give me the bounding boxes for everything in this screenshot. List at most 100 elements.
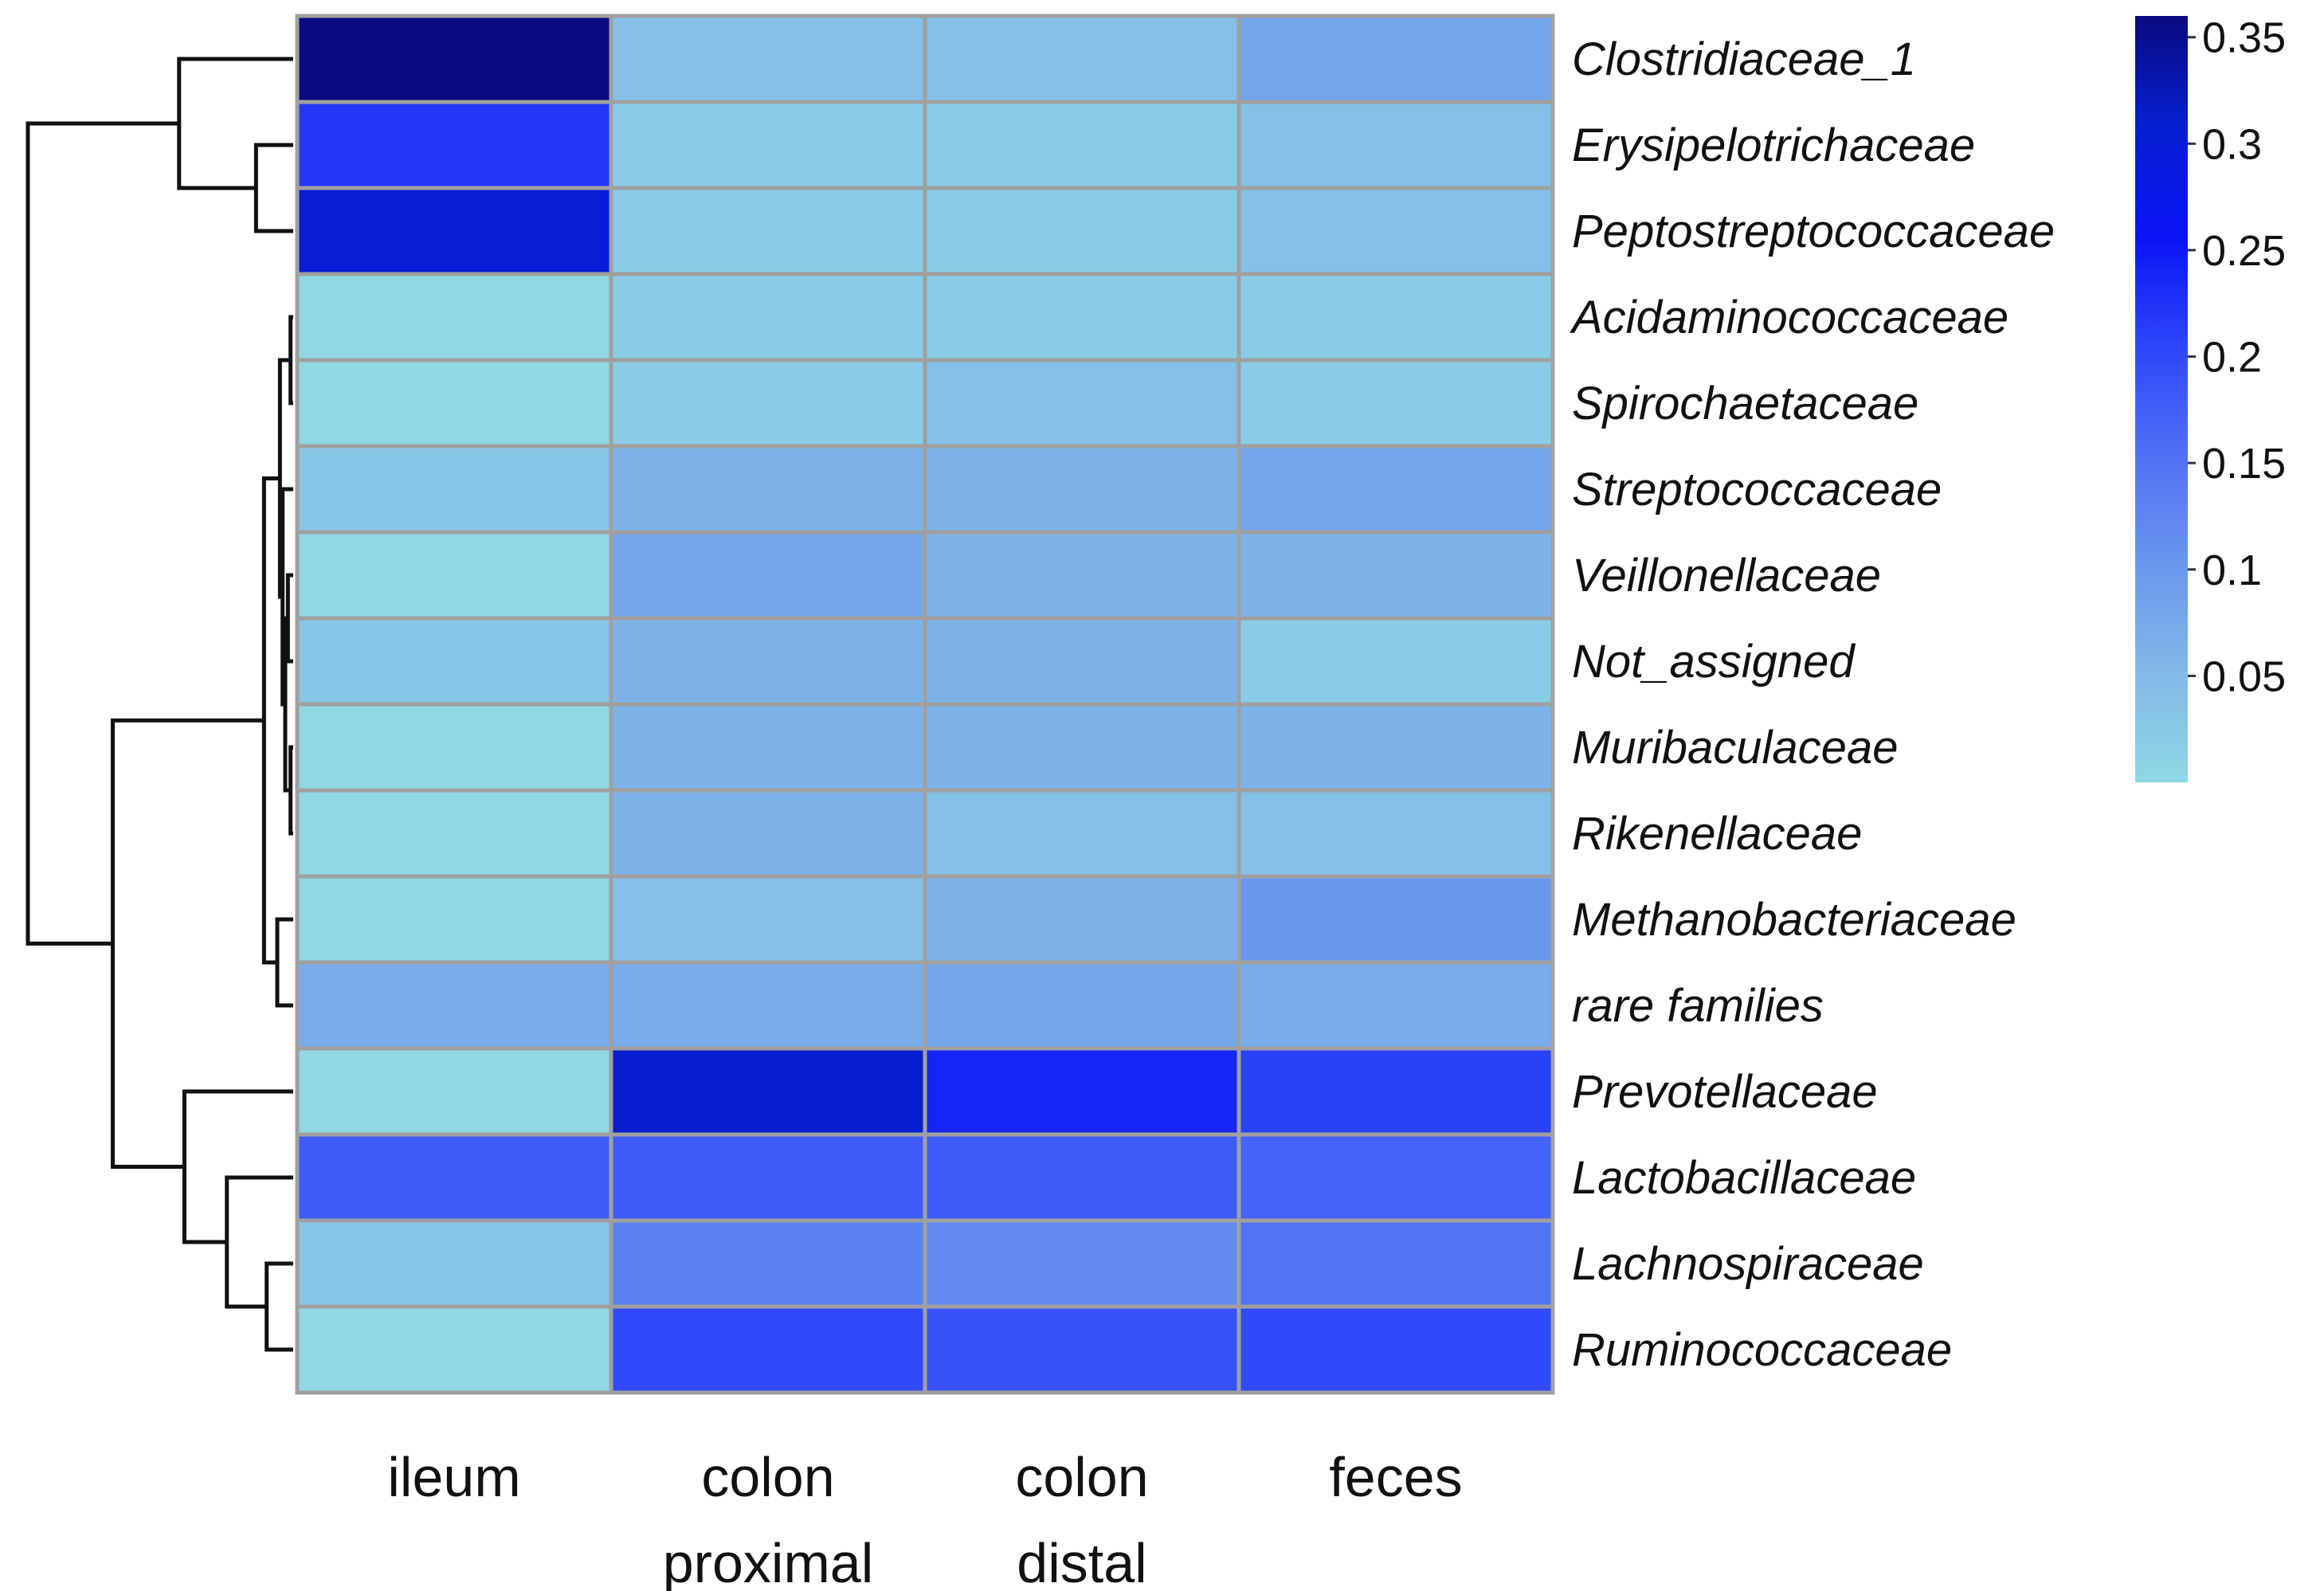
heatmap-cell: [295, 100, 613, 190]
dendrogram-branch: [225, 1175, 293, 1309]
colorbar-tick-label: 0.35: [2202, 14, 2286, 62]
heatmap-cell: [923, 1132, 1241, 1223]
heatmap-cell: [295, 1046, 613, 1137]
heatmap-cells: [295, 14, 1555, 1395]
colorbar-tick-label: 0.15: [2202, 440, 2286, 488]
heatmap-cell: [1236, 272, 1555, 362]
heatmap-cell: [609, 702, 927, 793]
heatmap-cell: [295, 874, 613, 965]
heatmap-cell: [923, 1046, 1241, 1137]
column-label: colon: [701, 1446, 834, 1508]
heatmap-cell: [295, 358, 613, 449]
column-label: feces: [1329, 1446, 1462, 1508]
colorbar-tick-label: 0.05: [2202, 652, 2286, 700]
heatmap-cell: [295, 960, 613, 1051]
heatmap-cell: [923, 616, 1241, 707]
heatmap-cell: [609, 444, 927, 535]
dendrogram-branch: [177, 57, 293, 190]
heatmap-cell: [609, 1046, 927, 1137]
row-label: Acidaminococcaceae: [1570, 292, 2009, 343]
heatmap-cell: [1236, 530, 1555, 621]
heatmap-cell: [923, 444, 1241, 535]
heatmap-cell: [609, 874, 927, 965]
heatmap-cell: [609, 186, 927, 276]
heatmap-cell: [1236, 358, 1555, 449]
heatmap-cell: [1236, 1304, 1555, 1395]
heatmap-cell: [295, 530, 613, 621]
heatmap-cell: [923, 272, 1241, 362]
heatmap-cell: [923, 788, 1241, 879]
row-label: Muribaculaceae: [1572, 722, 1898, 774]
row-label: Erysipelotrichaceae: [1572, 120, 1975, 171]
heatmap-cell: [609, 100, 927, 190]
colorbar-tick-label: 0.25: [2202, 227, 2286, 275]
row-dendrogram: [25, 57, 293, 1352]
heatmap-cell: [1236, 186, 1555, 276]
heatmap-cell: [295, 1132, 613, 1223]
column-label: ileum: [387, 1446, 520, 1508]
row-label: Lachnospiraceae: [1572, 1238, 1924, 1290]
row-label: Methanobacteriaceae: [1572, 894, 2016, 946]
dendrogram-branch: [275, 917, 293, 1008]
heatmap-cell: [923, 874, 1241, 965]
heatmap-cell: [295, 1218, 613, 1309]
heatmap-cell: [923, 1304, 1241, 1395]
heatmap-cell: [1236, 444, 1555, 535]
heatmap-cell: [1236, 960, 1555, 1051]
row-label: Clostridiaceae_1: [1572, 33, 1916, 85]
dendrogram-branch: [111, 718, 265, 1169]
heatmap-cell: [923, 100, 1241, 190]
row-label: Lactobacillaceae: [1572, 1152, 1916, 1204]
heatmap-cell: [609, 530, 927, 621]
heatmap-cell: [295, 616, 613, 707]
column-label: colon: [1015, 1446, 1148, 1508]
column-label-line2: distal: [1017, 1532, 1146, 1591]
heatmap-cell: [295, 702, 613, 793]
heatmap-cell: [609, 616, 927, 707]
dendrogram-branch: [285, 573, 293, 664]
dendrogram-branch: [261, 476, 280, 965]
heatmap-cell: [1236, 100, 1555, 190]
colorbar-tick-label: 0.2: [2202, 334, 2262, 382]
row-label: Spirochaetaceae: [1572, 378, 1918, 429]
heatmap-cell: [609, 358, 927, 449]
heatmap-cell: [609, 960, 927, 1051]
row-label: Prevotellaceae: [1572, 1066, 1878, 1118]
heatmap-cell: [923, 960, 1241, 1051]
heatmap-cell: [295, 14, 613, 104]
colorbar: 0.05 0.1 0.15 0.2 0.25 0.3 0.35: [2135, 14, 2286, 782]
heatmap-cell: [609, 1218, 927, 1309]
dendrogram-branch: [288, 745, 293, 836]
heatmap-cell: [1236, 702, 1555, 793]
heatmap-cell: [923, 358, 1241, 449]
colorbar-tick-label: 0.3: [2202, 120, 2262, 168]
dendrogram-branch: [265, 1261, 293, 1352]
heatmap-cell: [609, 1304, 927, 1395]
heatmap-cell: [923, 530, 1241, 621]
heatmap-cell: [295, 186, 613, 276]
row-label: Ruminococcaceae: [1572, 1324, 1952, 1376]
dendrogram-branch: [288, 315, 293, 406]
heatmap-cell: [923, 1218, 1241, 1309]
heatmap-cell: [1236, 1218, 1555, 1309]
heatmap-cell: [1236, 616, 1555, 707]
dendrogram-branch: [25, 121, 179, 946]
dendrogram-branch: [253, 143, 293, 233]
heatmap-cell: [1236, 14, 1555, 104]
dendrogram-branch: [182, 1089, 293, 1244]
row-label: Streptococcaceae: [1572, 464, 1942, 515]
heatmap-cell: [295, 272, 613, 362]
heatmap-cell: [609, 14, 927, 104]
row-label: Rikenellaceae: [1572, 808, 1862, 860]
heatmap-cell: [1236, 1046, 1555, 1137]
heatmap-cell: [609, 272, 927, 362]
column-labels: ileum colon proximal colon distal feces: [387, 1446, 1462, 1591]
heatmap-cell: [923, 186, 1241, 276]
row-label: Not_assigned: [1572, 636, 1856, 688]
heatmap-cell: [923, 14, 1241, 104]
heatmap-cell: [923, 702, 1241, 793]
heatmap-cell: [1236, 1132, 1555, 1223]
row-label: Peptostreptococcaceae: [1572, 206, 2055, 257]
heatmap-cell: [1236, 874, 1555, 965]
